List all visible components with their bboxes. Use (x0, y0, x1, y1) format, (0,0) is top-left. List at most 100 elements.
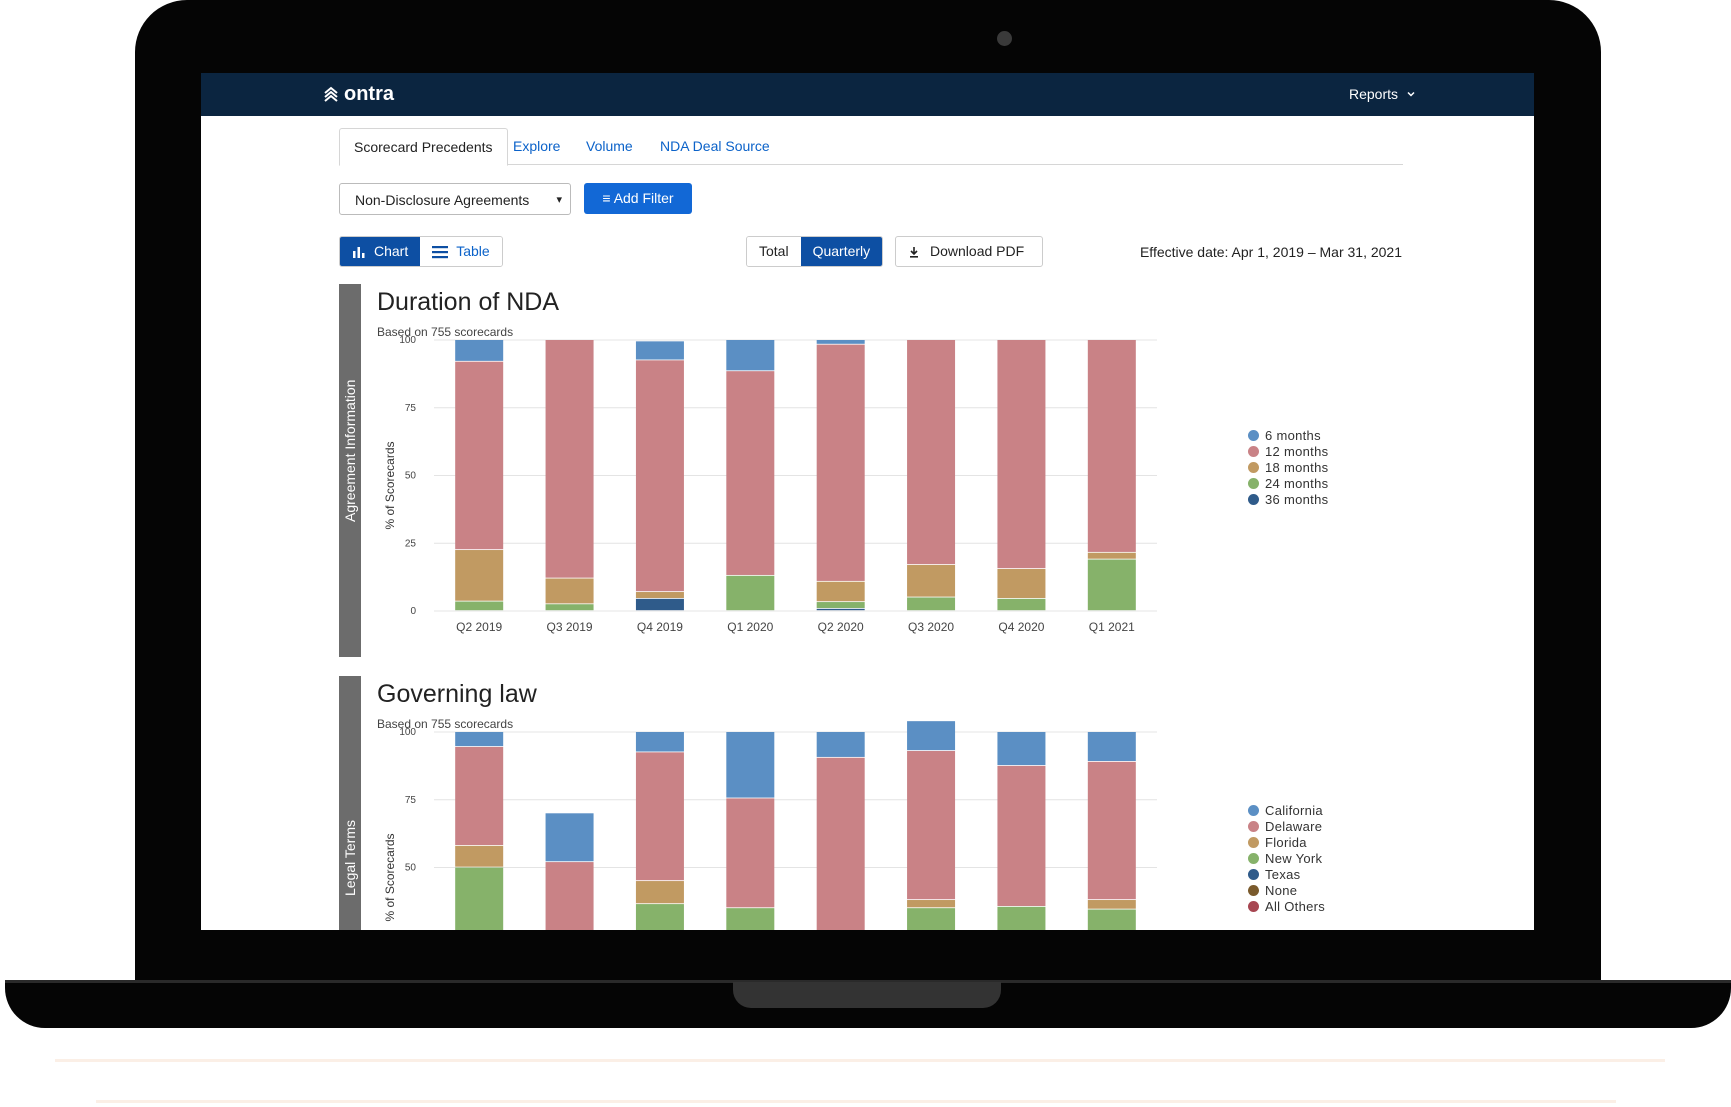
legend-label: California (1265, 802, 1323, 818)
bar-segment (455, 746, 504, 846)
chevron-down-icon (1407, 91, 1415, 97)
bar-segment (997, 765, 1046, 906)
reports-menu[interactable]: Reports (1349, 86, 1416, 102)
bar-segment (635, 732, 684, 752)
camera-icon (997, 31, 1012, 46)
chart-label: Chart (374, 243, 409, 259)
total-button[interactable]: Total (747, 237, 801, 266)
bar-segment (816, 602, 865, 609)
tab-scorecard-precedents[interactable]: Scorecard Precedents (339, 128, 508, 166)
add-filter-button[interactable]: ≡ Add Filter (584, 183, 692, 214)
ontra-logo-icon (324, 86, 338, 102)
x-tick-label: Q2 2019 (456, 620, 502, 634)
legend-swatch (1248, 429, 1259, 441)
y-tick-label: 50 (405, 863, 417, 874)
legend-item[interactable]: 6 months (1248, 427, 1328, 443)
legend-item[interactable]: 36 months (1248, 491, 1328, 507)
legend-item[interactable]: 24 months (1248, 475, 1328, 491)
legend-item[interactable]: None (1248, 882, 1325, 898)
filter-icon: ≡ (602, 190, 611, 206)
laptop-notch (733, 982, 1001, 1008)
legend-swatch (1248, 836, 1259, 848)
bar-segment (545, 813, 594, 862)
legend-item[interactable]: Delaware (1248, 818, 1325, 834)
legend-item[interactable]: All Others (1248, 898, 1325, 914)
bar-segment (635, 881, 684, 904)
download-pdf-button[interactable]: Download PDF (895, 236, 1043, 267)
y-axis-label: % of Scorecards (383, 441, 397, 529)
legend-item[interactable]: 18 months (1248, 459, 1328, 475)
chart-view-button[interactable]: Chart (340, 237, 421, 266)
bar-segment (635, 360, 684, 592)
bar-segment (455, 845, 504, 867)
legend-item[interactable]: Texas (1248, 866, 1325, 882)
bar-segment (907, 908, 956, 930)
section-label: Agreement Information (342, 379, 358, 522)
tab-volume[interactable]: Volume (586, 138, 633, 154)
bar-segment (907, 340, 956, 565)
quarterly-button[interactable]: Quarterly (800, 237, 883, 266)
table-view-button[interactable]: Table (420, 237, 502, 266)
bar-segment (635, 598, 684, 611)
bar-segment (997, 340, 1046, 569)
chevron-down-icon: ▾ (556, 194, 562, 206)
ontra-logo[interactable]: ontra (322, 83, 394, 106)
y-tick-label: 0 (410, 606, 416, 617)
section-bar-legal-terms: Legal Terms (339, 676, 361, 930)
legend-label: Texas (1265, 866, 1301, 882)
bar-segment (726, 732, 775, 798)
y-tick-label: 75 (405, 795, 417, 806)
duration-chart: 0 25 50 75 100 % of Scorecards Q2 2019 Q3 2019 Q… (383, 335, 1157, 634)
bar-segment (545, 578, 594, 604)
legend-swatch (1248, 804, 1259, 816)
legend-item[interactable]: Florida (1248, 834, 1325, 850)
legend-label: 18 months (1265, 459, 1329, 475)
bar-segment (455, 361, 504, 550)
legend-label: 36 months (1265, 491, 1329, 507)
governing-law-legend: California Delaware Florida New York Texas No… (1248, 802, 1325, 914)
bar-segment (726, 575, 775, 611)
legend-label: 6 months (1265, 427, 1321, 443)
bar-segment (816, 344, 865, 581)
bar-segment (907, 750, 956, 900)
legend-swatch (1248, 477, 1259, 489)
download-icon (910, 246, 918, 258)
legend-label: 12 months (1265, 443, 1329, 459)
bar-segment (635, 752, 684, 881)
x-tick-label: Q4 2020 (998, 620, 1044, 634)
x-tick-label: Q2 2020 (818, 620, 864, 634)
tab-nda-deal-source[interactable]: NDA Deal Source (660, 138, 770, 154)
bar-segment (635, 341, 684, 360)
y-axis-label: % of Scorecards (383, 833, 397, 921)
bar-segment (1087, 559, 1136, 611)
bar-segment (545, 340, 594, 578)
top-nav: ontra Reports (201, 73, 1534, 116)
y-tick-label: 100 (399, 335, 416, 346)
chart-title: Governing law (377, 680, 537, 708)
legend-label: All Others (1265, 898, 1326, 914)
bar-segment (455, 550, 504, 601)
bar-segment (997, 568, 1046, 599)
bar-segment (907, 564, 956, 597)
logo-text: ontra (344, 83, 394, 105)
legend-item[interactable]: New York (1248, 850, 1325, 866)
bar-segment (1087, 340, 1136, 552)
document-type-select[interactable]: Non-Disclosure Agreements ▾ (339, 183, 571, 215)
bar-segment (545, 604, 594, 611)
add-filter-label: Add Filter (613, 190, 674, 206)
legend-swatch (1248, 868, 1259, 880)
bar-segment (816, 608, 865, 611)
legend-label: Delaware (1265, 818, 1323, 834)
tab-explore[interactable]: Explore (513, 138, 561, 154)
bar-segment (997, 732, 1046, 766)
bar-segment (907, 721, 956, 751)
legend-item[interactable]: 12 months (1248, 443, 1328, 459)
effective-date: Effective date: Apr 1, 2019 – Mar 31, 20… (1139, 244, 1402, 260)
legend-label: None (1265, 882, 1298, 898)
legend-label: New York (1265, 850, 1323, 866)
table-label: Table (456, 243, 490, 259)
legend-item[interactable]: California (1248, 802, 1325, 818)
legend-label: 24 months (1265, 475, 1329, 491)
bar-segment (726, 371, 775, 575)
